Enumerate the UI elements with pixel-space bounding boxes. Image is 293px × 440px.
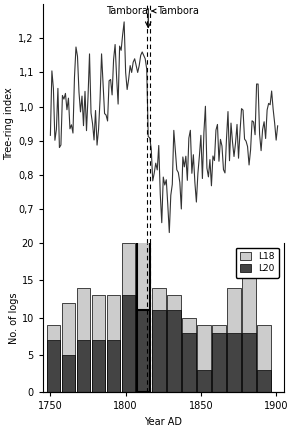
Bar: [257, 325, 271, 392]
Bar: [107, 340, 120, 392]
Legend: L18, L20: L18, L20: [236, 248, 279, 278]
Bar: [167, 310, 180, 392]
Bar: [122, 295, 135, 392]
Bar: [62, 355, 75, 392]
Bar: [47, 340, 60, 392]
Bar: [182, 318, 196, 392]
Bar: [212, 325, 226, 392]
Bar: [242, 333, 256, 392]
Bar: [77, 288, 90, 392]
Bar: [137, 310, 151, 392]
Y-axis label: No. of logs: No. of logs: [9, 292, 19, 344]
Text: Tambora: Tambora: [151, 6, 199, 16]
Text: Tambora: Tambora: [106, 6, 148, 16]
Bar: [137, 236, 151, 392]
Bar: [92, 295, 105, 392]
Bar: [122, 243, 135, 392]
Bar: [227, 288, 241, 392]
Bar: [137, 310, 151, 392]
Y-axis label: Tree-ring index: Tree-ring index: [4, 87, 14, 160]
Bar: [197, 325, 211, 392]
Bar: [212, 333, 226, 392]
Bar: [167, 295, 180, 392]
Bar: [107, 295, 120, 392]
Bar: [62, 303, 75, 392]
Bar: [227, 333, 241, 392]
Bar: [77, 340, 90, 392]
Bar: [197, 370, 211, 392]
Bar: [242, 273, 256, 392]
Bar: [152, 310, 166, 392]
Bar: [182, 333, 196, 392]
Bar: [257, 370, 271, 392]
Bar: [152, 288, 166, 392]
Bar: [92, 340, 105, 392]
Bar: [137, 236, 151, 392]
X-axis label: Year AD: Year AD: [144, 417, 182, 427]
Bar: [47, 325, 60, 392]
